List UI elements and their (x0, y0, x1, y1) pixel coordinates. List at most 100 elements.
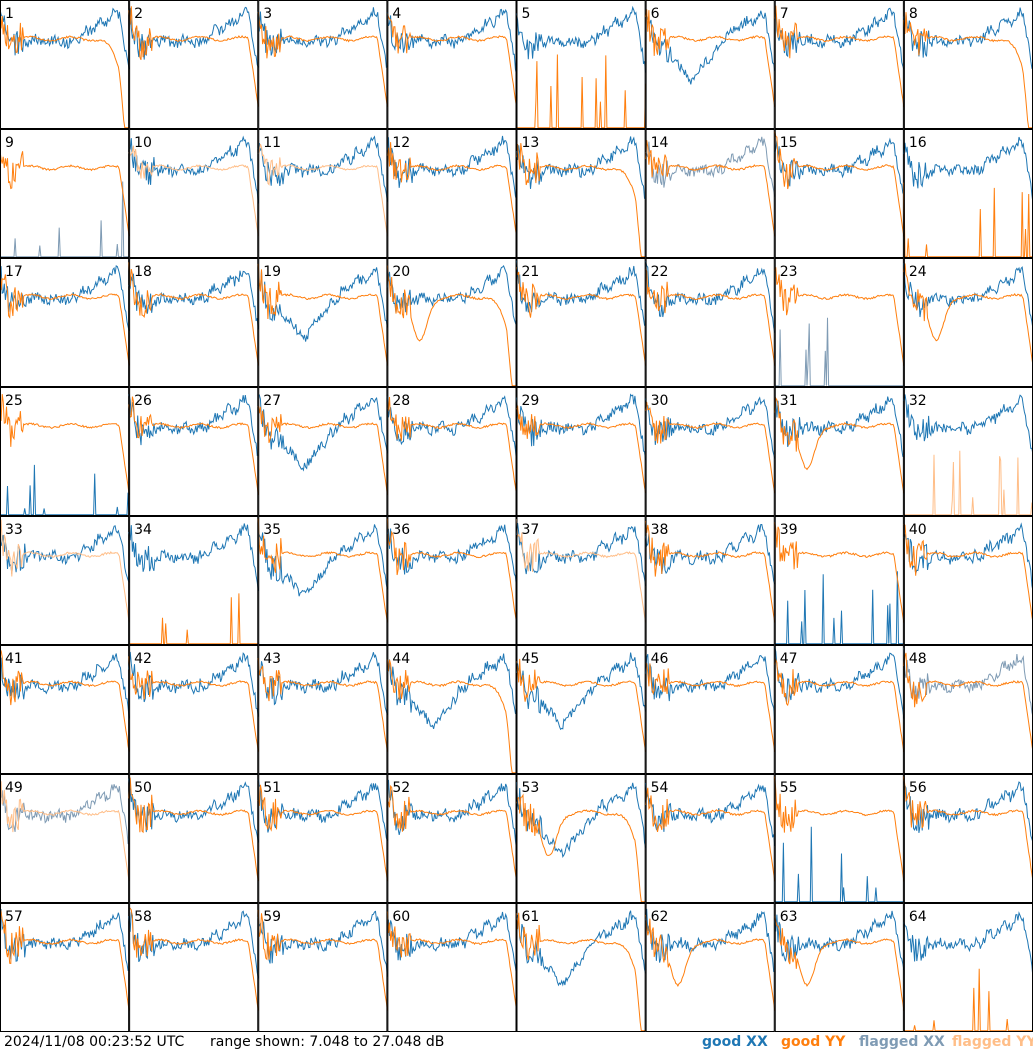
panel-36-yy-line (386, 518, 517, 623)
panel-55-yy-line (774, 776, 905, 882)
panel-8-label: 8 (909, 6, 918, 22)
panel-7-frame (774, 0, 904, 129)
panel-19-yy-line (257, 263, 388, 366)
panel-18-frame (129, 258, 259, 387)
panel-64-yy-line (903, 968, 1033, 1032)
panel-29-label: 29 (522, 393, 540, 409)
panel-1: 1 (0, 0, 130, 129)
panel-29-frame (516, 387, 646, 516)
panel-62-yy-line (645, 914, 776, 1011)
panel-6-label: 6 (651, 6, 660, 22)
panel-5-label: 5 (522, 6, 531, 22)
panel-60: 60 (386, 903, 517, 1032)
panel-43-yy-line (257, 657, 388, 752)
panel-63: 63 (774, 903, 905, 1032)
panel-41-frame (0, 645, 130, 774)
panel-46: 46 (645, 645, 776, 774)
panel-27-yy-line (257, 405, 388, 496)
panel-11: 11 (257, 129, 388, 258)
panel-30-yy-line (645, 401, 776, 494)
panel-37-xx-line (516, 523, 647, 586)
panel-54-yy-line (645, 787, 776, 882)
panel-56: 56 (903, 774, 1033, 903)
panel-43-frame (258, 645, 388, 774)
panel-7-label: 7 (780, 6, 789, 22)
panel-20-label: 20 (392, 264, 410, 280)
panel-61-xx-line (516, 910, 647, 987)
panel-41: 41 (0, 645, 130, 774)
panel-43: 43 (257, 645, 388, 774)
panel-13-label: 13 (522, 135, 540, 151)
panel-4-label: 4 (392, 6, 401, 22)
panel-52-yy-line (387, 784, 517, 882)
panel-3-label: 3 (263, 6, 272, 22)
panel-10-label: 10 (134, 135, 152, 151)
panel-53-frame (516, 774, 646, 903)
panel-46-frame (645, 645, 775, 774)
panel-6-frame (645, 0, 775, 129)
panel-34-xx-line (128, 523, 259, 592)
panel-38: 38 (645, 516, 776, 645)
panel-42-frame (129, 645, 259, 774)
panel-10: 10 (128, 129, 259, 258)
panel-15: 15 (774, 129, 905, 258)
panel-6-yy-line (645, 9, 776, 107)
panel-58-label: 58 (134, 909, 152, 925)
panel-19: 19 (257, 258, 388, 387)
panel-19-xx-line (257, 267, 388, 342)
panel-4-xx-line (386, 8, 517, 75)
panel-1-label: 1 (5, 6, 14, 22)
panel-26-frame (129, 387, 259, 516)
panel-48-yy-line (903, 652, 1033, 753)
panel-23-frame (774, 258, 904, 387)
panel-47: 47 (774, 645, 905, 774)
panel-7-xx-line (774, 7, 905, 70)
panel-17: 17 (0, 258, 130, 387)
panel-38-label: 38 (651, 522, 669, 538)
panel-18-label: 18 (134, 264, 152, 280)
panel-59-frame (258, 903, 388, 1032)
panel-23: 23 (774, 258, 905, 387)
panel-63-xx-line (774, 910, 905, 971)
panel-28-frame (387, 387, 517, 516)
panel-4: 4 (386, 0, 517, 129)
panel-48: 48 (903, 645, 1033, 774)
panel-29-yy-line (516, 405, 647, 494)
panel-64-xx-line (903, 911, 1033, 979)
panel-8: 8 (903, 0, 1033, 129)
panel-14-frame (645, 129, 775, 258)
panel-16-xx-line (903, 136, 1033, 204)
panel-22: 22 (645, 258, 776, 387)
panel-25-label: 25 (5, 393, 23, 409)
panel-56-yy-line (903, 776, 1033, 882)
panel-27-label: 27 (263, 393, 281, 409)
panel-42: 42 (128, 645, 259, 774)
panel-55-frame (774, 774, 904, 903)
panel-23-xx-line (774, 317, 904, 387)
panel-62-frame (645, 903, 775, 1032)
panel-36-xx-line (386, 524, 517, 588)
panel-57-frame (0, 903, 130, 1032)
panel-49-label: 49 (5, 780, 23, 796)
panel-9: 9 (0, 129, 130, 258)
panel-57-xx-line (0, 909, 130, 971)
panel-31-yy-line (774, 396, 905, 494)
panel-33-label: 33 (5, 522, 23, 538)
panel-32-yy-line (903, 450, 1033, 516)
panel-3-frame (258, 0, 388, 129)
panel-42-xx-line (128, 651, 259, 717)
panel-45-label: 45 (522, 651, 540, 667)
panel-4-yy-line (386, 13, 517, 107)
panel-2-xx-line (128, 6, 259, 68)
panel-12-yy-line (386, 142, 517, 237)
panel-37-frame (516, 516, 646, 645)
panel-7-yy-line (774, 5, 905, 108)
panel-59-xx-line (257, 910, 388, 977)
panel-37: 37 (516, 516, 647, 645)
panel-55: 55 (774, 774, 905, 903)
panel-2-label: 2 (134, 6, 143, 22)
panel-7: 7 (774, 0, 905, 129)
panel-63-label: 63 (780, 909, 798, 925)
panel-55-xx-line (774, 826, 904, 903)
panel-30-xx-line (645, 396, 776, 459)
